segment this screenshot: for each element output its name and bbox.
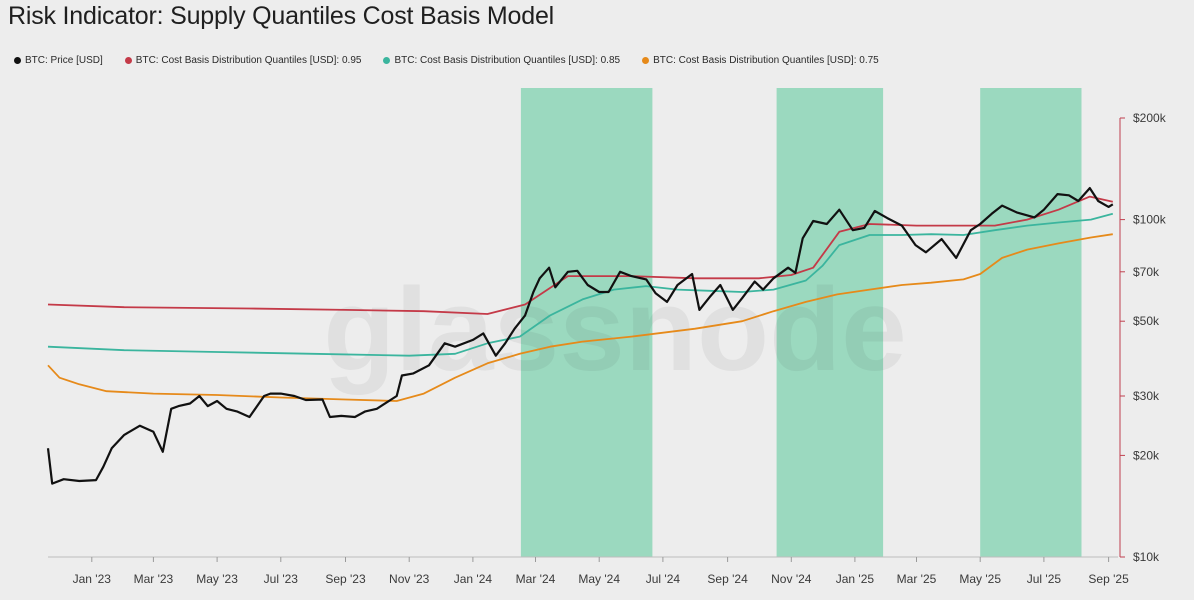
legend-label-quantile-085: BTC: Cost Basis Distribution Quantiles [… — [394, 55, 621, 66]
x-tick-label: Jan '24 — [454, 572, 493, 586]
y-tick-label: $30k — [1133, 389, 1160, 403]
x-tick-label: May '25 — [959, 572, 1001, 586]
x-tick-label: Sep '23 — [325, 572, 366, 586]
chart-legend: BTC: Price [USD] BTC: Cost Basis Distrib… — [14, 55, 901, 66]
x-tick-label: May '24 — [578, 572, 620, 586]
x-tick-label: May '23 — [196, 572, 238, 586]
x-tick-label: Nov '23 — [389, 572, 430, 586]
x-tick-label: Sep '25 — [1088, 572, 1129, 586]
quantile-095-line — [47, 195, 1113, 315]
y-tick-label: $200k — [1133, 111, 1167, 125]
x-tick-label: Mar '24 — [516, 572, 556, 586]
shaded-region-3 — [980, 88, 1082, 557]
x-tick-label: Jul '25 — [1027, 572, 1062, 586]
legend-item-quantile-085[interactable]: BTC: Cost Basis Distribution Quantiles [… — [383, 55, 620, 66]
legend-label-quantile-075: BTC: Cost Basis Distribution Quantiles [… — [653, 55, 879, 66]
y-tick-label: $50k — [1133, 314, 1160, 328]
x-tick-label: Jan '23 — [73, 572, 112, 586]
legend-dot-quantile-075 — [642, 57, 650, 64]
shaded-regions — [520, 88, 1082, 557]
legend-item-price[interactable]: BTC: Price [USD] — [14, 55, 103, 66]
x-tick-label: Mar '25 — [897, 572, 937, 586]
legend-dot-quantile-095 — [124, 57, 132, 64]
x-tick-label: Jan '25 — [836, 572, 875, 586]
shaded-region-1 — [520, 88, 653, 557]
x-tick-label: Sep '24 — [707, 572, 748, 586]
quantile-075-line — [47, 233, 1113, 402]
watermark-logo: glassnode — [323, 264, 907, 396]
y-tick-label: $100k — [1133, 213, 1167, 227]
y-axis-ticks: $10k $20k $30k $50k $70k $100k $200k — [1120, 111, 1167, 564]
x-tick-label: Nov '24 — [771, 572, 812, 586]
y-tick-label: $10k — [1133, 550, 1160, 564]
y-tick-label: $70k — [1133, 265, 1160, 279]
legend-item-quantile-095[interactable]: BTC: Cost Basis Distribution Quantiles [… — [124, 55, 362, 66]
legend-dot-quantile-085 — [383, 57, 391, 64]
x-axis-ticks: Jan '23 Mar '23 May '23 Jul '23 Sep '23 Nov '… — [73, 557, 1129, 586]
legend-item-quantile-075[interactable]: BTC: Cost Basis Distribution Quantiles [… — [642, 55, 879, 66]
legend-dot-price — [14, 57, 21, 64]
legend-label-price: BTC: Price [USD] — [25, 55, 103, 66]
y-tick-label: $20k — [1133, 448, 1160, 462]
series-lines — [46, 187, 1114, 485]
x-tick-label: Jul '24 — [646, 572, 681, 586]
chart-title: Risk Indicator: Supply Quantiles Cost Ba… — [8, 2, 554, 30]
legend-label-quantile-095: BTC: Cost Basis Distribution Quantiles [… — [135, 55, 362, 66]
price-line — [46, 187, 1114, 485]
quantile-085-line — [47, 212, 1114, 357]
x-tick-label: Mar '23 — [134, 572, 174, 586]
x-tick-label: Jul '23 — [264, 572, 299, 586]
shaded-region-2 — [776, 88, 884, 557]
